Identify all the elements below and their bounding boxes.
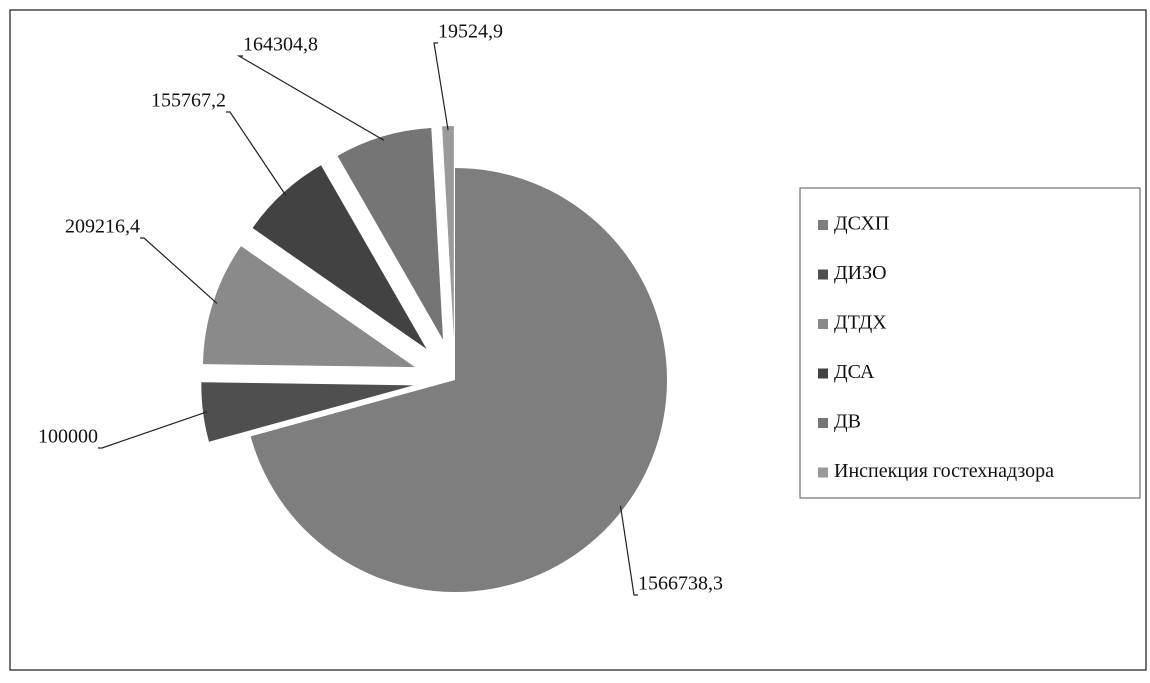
leader-line xyxy=(619,505,638,596)
leader-line xyxy=(433,42,449,131)
legend-box xyxy=(799,187,1141,499)
data-label: 100000 xyxy=(38,426,98,448)
legend-label: ДИЗО xyxy=(834,262,887,284)
data-label: 209216,4 xyxy=(65,216,140,238)
pie-slice xyxy=(250,168,667,592)
legend-label: ДВ xyxy=(834,411,861,433)
pie-slice xyxy=(252,165,427,350)
leader-line xyxy=(140,237,218,304)
legend-swatch xyxy=(818,467,828,478)
data-label: 155767,2 xyxy=(151,90,226,112)
legend-swatch xyxy=(818,269,828,280)
data-label: 164304,8 xyxy=(243,34,318,56)
leader-line xyxy=(236,55,385,141)
legend-swatch xyxy=(818,418,828,428)
legend-label: Инспекция гостехнадзора xyxy=(834,460,1054,482)
legend-label: ДСА xyxy=(834,361,875,383)
leader-line xyxy=(98,411,208,449)
pie-slice xyxy=(201,382,414,442)
leader-line xyxy=(226,111,287,197)
pie-slice xyxy=(442,126,454,339)
legend-label: ДСХП xyxy=(834,213,889,235)
legend-swatch xyxy=(818,220,828,230)
legend-swatch xyxy=(818,368,828,379)
data-label: 19524,9 xyxy=(438,21,503,43)
pie-slice xyxy=(203,246,416,368)
legend-swatch xyxy=(818,319,828,329)
pie-slice xyxy=(337,128,444,340)
data-label: 1566738,3 xyxy=(638,573,723,595)
legend-label: ДТДХ xyxy=(834,312,887,334)
